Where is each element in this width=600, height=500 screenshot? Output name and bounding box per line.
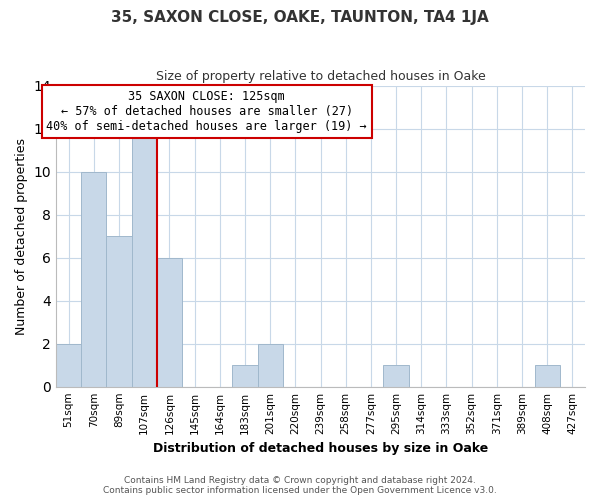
Bar <box>535 365 560 386</box>
Title: Size of property relative to detached houses in Oake: Size of property relative to detached ho… <box>155 70 485 83</box>
Bar <box>157 258 182 386</box>
Bar <box>106 236 131 386</box>
Bar <box>232 365 257 386</box>
Text: Contains HM Land Registry data © Crown copyright and database right 2024.
Contai: Contains HM Land Registry data © Crown c… <box>103 476 497 495</box>
Text: 35, SAXON CLOSE, OAKE, TAUNTON, TA4 1JA: 35, SAXON CLOSE, OAKE, TAUNTON, TA4 1JA <box>111 10 489 25</box>
Bar <box>56 344 81 386</box>
Bar <box>383 365 409 386</box>
Bar <box>257 344 283 386</box>
Text: 35 SAXON CLOSE: 125sqm
← 57% of detached houses are smaller (27)
40% of semi-det: 35 SAXON CLOSE: 125sqm ← 57% of detached… <box>46 90 367 133</box>
Bar <box>131 128 157 386</box>
Bar <box>81 172 106 386</box>
X-axis label: Distribution of detached houses by size in Oake: Distribution of detached houses by size … <box>153 442 488 455</box>
Y-axis label: Number of detached properties: Number of detached properties <box>15 138 28 334</box>
